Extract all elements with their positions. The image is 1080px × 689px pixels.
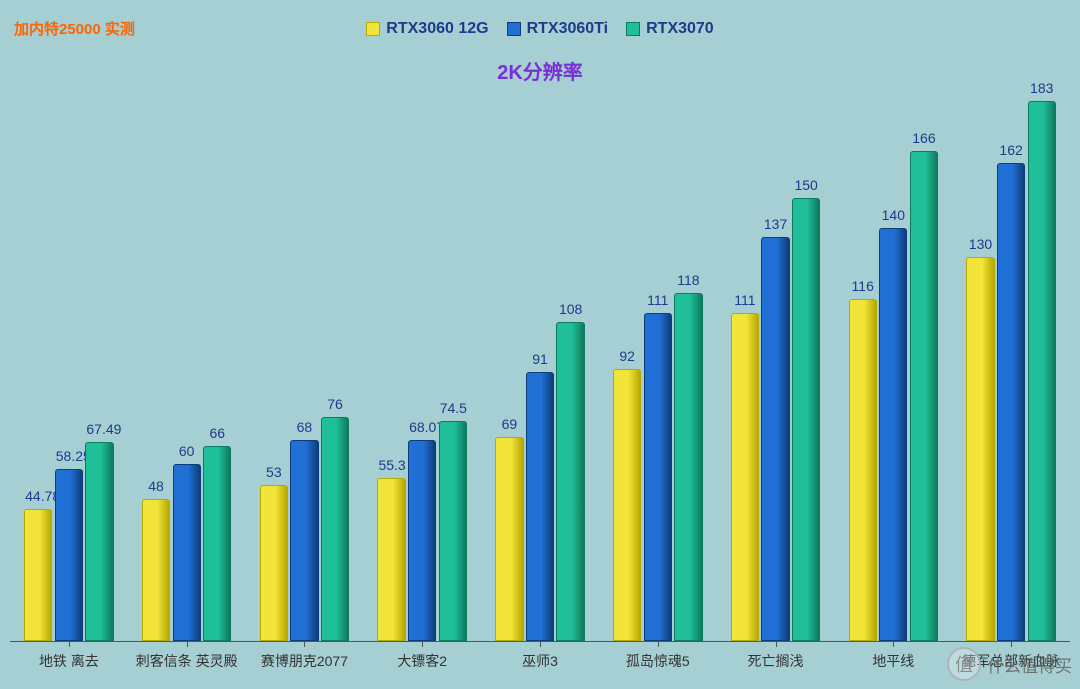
x-axis-category-label: 大镖客2 bbox=[363, 641, 481, 689]
bar-value-label: 68.07 bbox=[409, 419, 435, 435]
bar-value-label: 91 bbox=[527, 351, 553, 367]
bar: 111 bbox=[731, 313, 759, 641]
legend-label-2: RTX3070 bbox=[646, 20, 714, 38]
bar: 68 bbox=[290, 440, 318, 641]
plot-area: 44.7858.2567.4948606653687655.368.0774.5… bbox=[10, 80, 1070, 641]
bar: 58.25 bbox=[55, 469, 83, 641]
legend-item-2: RTX3070 bbox=[626, 20, 714, 38]
bar-value-label: 76 bbox=[322, 396, 348, 412]
bar-value-label: 66 bbox=[204, 425, 230, 441]
bar-value-label: 55.3 bbox=[378, 457, 404, 473]
legend-label-1: RTX3060Ti bbox=[527, 20, 609, 38]
x-axis-category-label: 孤岛惊魂5 bbox=[599, 641, 717, 689]
legend: RTX3060 12G RTX3060Ti RTX3070 bbox=[0, 20, 1080, 38]
bar-value-label: 92 bbox=[614, 348, 640, 364]
bar: 162 bbox=[997, 163, 1025, 641]
bar: 150 bbox=[792, 198, 820, 641]
bar-value-label: 108 bbox=[557, 301, 583, 317]
bar-value-label: 53 bbox=[261, 464, 287, 480]
bar-value-label: 58.25 bbox=[56, 448, 82, 464]
bar: 137 bbox=[761, 237, 789, 642]
bar-value-label: 60 bbox=[174, 443, 200, 459]
bar-value-label: 166 bbox=[911, 130, 937, 146]
x-axis-category-label: 刺客信条 英灵殿 bbox=[128, 641, 246, 689]
bar: 53 bbox=[260, 485, 288, 641]
bar: 68.07 bbox=[408, 440, 436, 641]
legend-swatch-2 bbox=[626, 22, 640, 36]
bar: 67.49 bbox=[85, 442, 113, 641]
bar-value-label: 183 bbox=[1029, 80, 1055, 96]
x-axis-category-label: 死亡搁浅 bbox=[717, 641, 835, 689]
bar-value-label: 111 bbox=[645, 292, 671, 308]
watermark-bottom-right: 值 什么值得买 bbox=[947, 647, 1072, 681]
bar: 55.3 bbox=[377, 478, 405, 641]
bar-value-label: 74.5 bbox=[440, 400, 466, 416]
legend-label-0: RTX3060 12G bbox=[386, 20, 488, 38]
bar-value-label: 116 bbox=[850, 278, 876, 294]
bar-value-label: 68 bbox=[291, 419, 317, 435]
watermark-text: 什么值得买 bbox=[987, 652, 1072, 677]
bar: 91 bbox=[526, 372, 554, 641]
legend-swatch-1 bbox=[507, 22, 521, 36]
bar: 60 bbox=[173, 464, 201, 641]
bar: 140 bbox=[879, 228, 907, 641]
bar-value-label: 137 bbox=[762, 216, 788, 232]
bar: 92 bbox=[613, 369, 641, 641]
bar: 76 bbox=[321, 417, 349, 641]
bar-value-label: 140 bbox=[880, 207, 906, 223]
bar: 66 bbox=[203, 446, 231, 641]
bar-value-label: 67.49 bbox=[86, 421, 112, 437]
bar-value-label: 44.78 bbox=[25, 488, 51, 504]
legend-item-1: RTX3060Ti bbox=[507, 20, 609, 38]
bar: 118 bbox=[674, 293, 702, 641]
bar: 74.5 bbox=[439, 421, 467, 641]
watermark-circle-icon: 值 bbox=[947, 647, 981, 681]
x-axis-category-label: 地铁 离去 bbox=[10, 641, 128, 689]
bar-value-label: 48 bbox=[143, 478, 169, 494]
x-axis-category-label: 巫师3 bbox=[481, 641, 599, 689]
bar: 44.78 bbox=[24, 509, 52, 641]
legend-item-0: RTX3060 12G bbox=[366, 20, 488, 38]
bar-value-label: 130 bbox=[967, 236, 993, 252]
x-axis-category-label: 赛博朋克2077 bbox=[246, 641, 364, 689]
bar-value-label: 111 bbox=[732, 292, 758, 308]
bar: 48 bbox=[142, 499, 170, 641]
x-axis-category-label: 地平线 bbox=[834, 641, 952, 689]
bar: 130 bbox=[966, 257, 994, 641]
bar-value-label: 118 bbox=[675, 272, 701, 288]
bar-value-label: 162 bbox=[998, 142, 1024, 158]
bar: 69 bbox=[495, 437, 523, 641]
bar-value-label: 150 bbox=[793, 177, 819, 193]
bar: 183 bbox=[1028, 101, 1056, 641]
bar: 108 bbox=[556, 322, 584, 641]
legend-swatch-0 bbox=[366, 22, 380, 36]
bar: 111 bbox=[644, 313, 672, 641]
bar: 166 bbox=[910, 151, 938, 641]
bar: 116 bbox=[849, 299, 877, 642]
bar-value-label: 69 bbox=[496, 416, 522, 432]
